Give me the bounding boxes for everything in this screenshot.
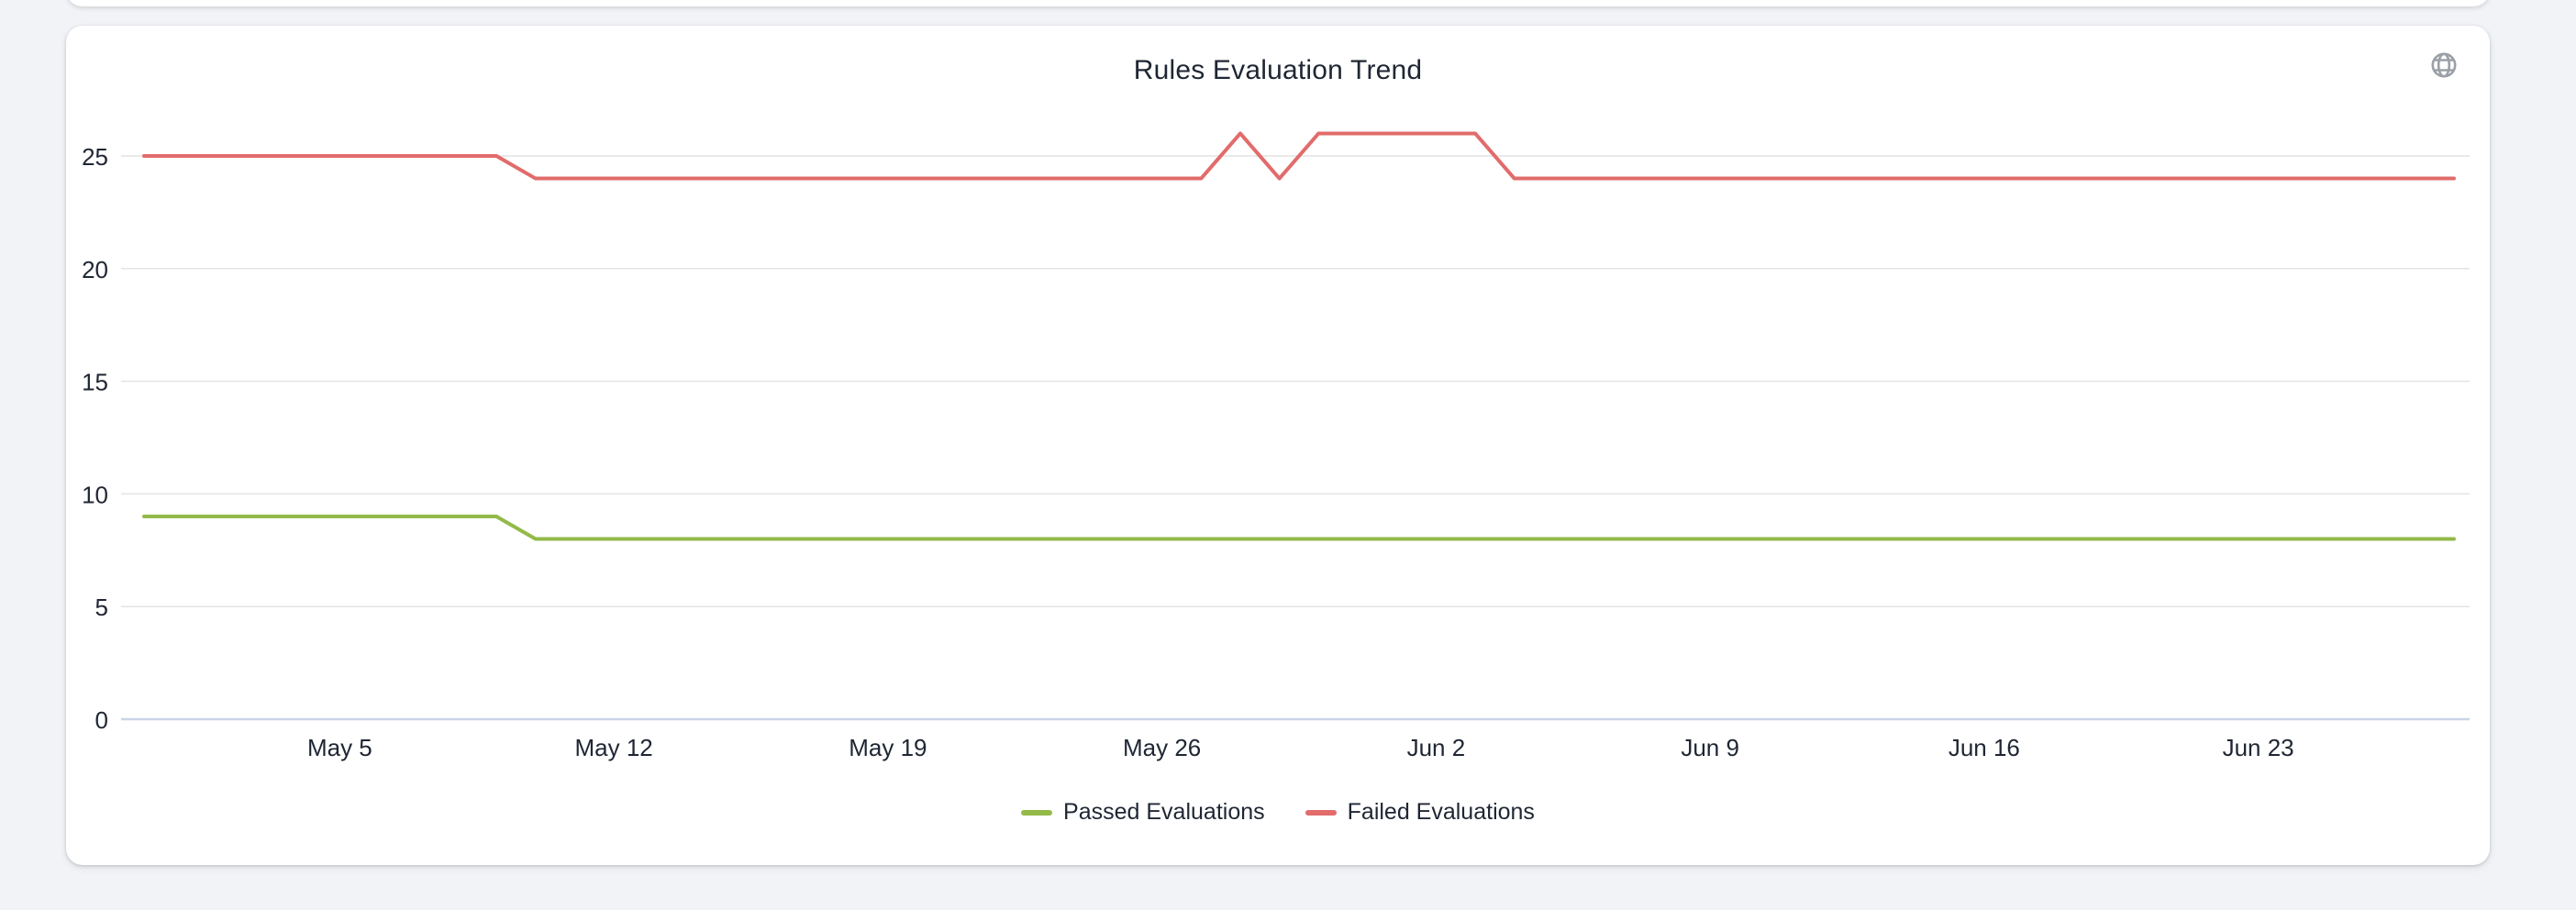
y-tick-label: 20 [82,256,108,283]
legend-marker-passed-icon [1021,809,1053,816]
x-tick-label: May 19 [849,734,927,761]
x-tick-label: May 12 [575,734,653,761]
legend-label-passed: Passed Evaluations [1063,799,1265,825]
line-chart-plot: 0 5 10 15 20 25 May 5 May 12 May 19 May 26 Jun 2 Ju… [82,131,2470,761]
x-tick-label: Jun 2 [1407,734,1466,761]
legend-label-failed: Failed Evaluations [1347,799,1535,825]
chart-legend: Passed Evaluations Failed Evaluations [66,799,2490,826]
series-line-passed[interactable] [142,514,2456,541]
chart-card: Rules Evaluation Trend 0 5 10 15 20 25 May 5 Ma… [66,26,2490,865]
y-tick-label: 25 [82,143,108,171]
y-tick-label: 0 [95,706,108,734]
x-tick-label: Jun 9 [1681,734,1739,761]
x-tick-label: May 5 [307,734,372,761]
globe-icon-glyph [2431,52,2457,78]
x-tick-label: Jun 23 [2223,734,2294,761]
legend-item-failed: Failed Evaluations [1305,799,1535,826]
y-tick-label: 5 [95,594,108,621]
chart-title: Rules Evaluation Trend [1133,55,1423,85]
y-tick-label: 15 [82,369,108,396]
y-tick-label: 10 [82,481,108,508]
x-tick-label: Jun 16 [1949,734,2020,761]
series-line-failed[interactable] [142,131,2456,181]
globe-icon[interactable] [2430,51,2458,79]
legend-item-passed: Passed Evaluations [1021,799,1265,826]
x-tick-label: May 26 [1123,734,1201,761]
adjacent-card-bottom-edge [66,0,2490,6]
legend-marker-failed-icon [1305,809,1337,816]
